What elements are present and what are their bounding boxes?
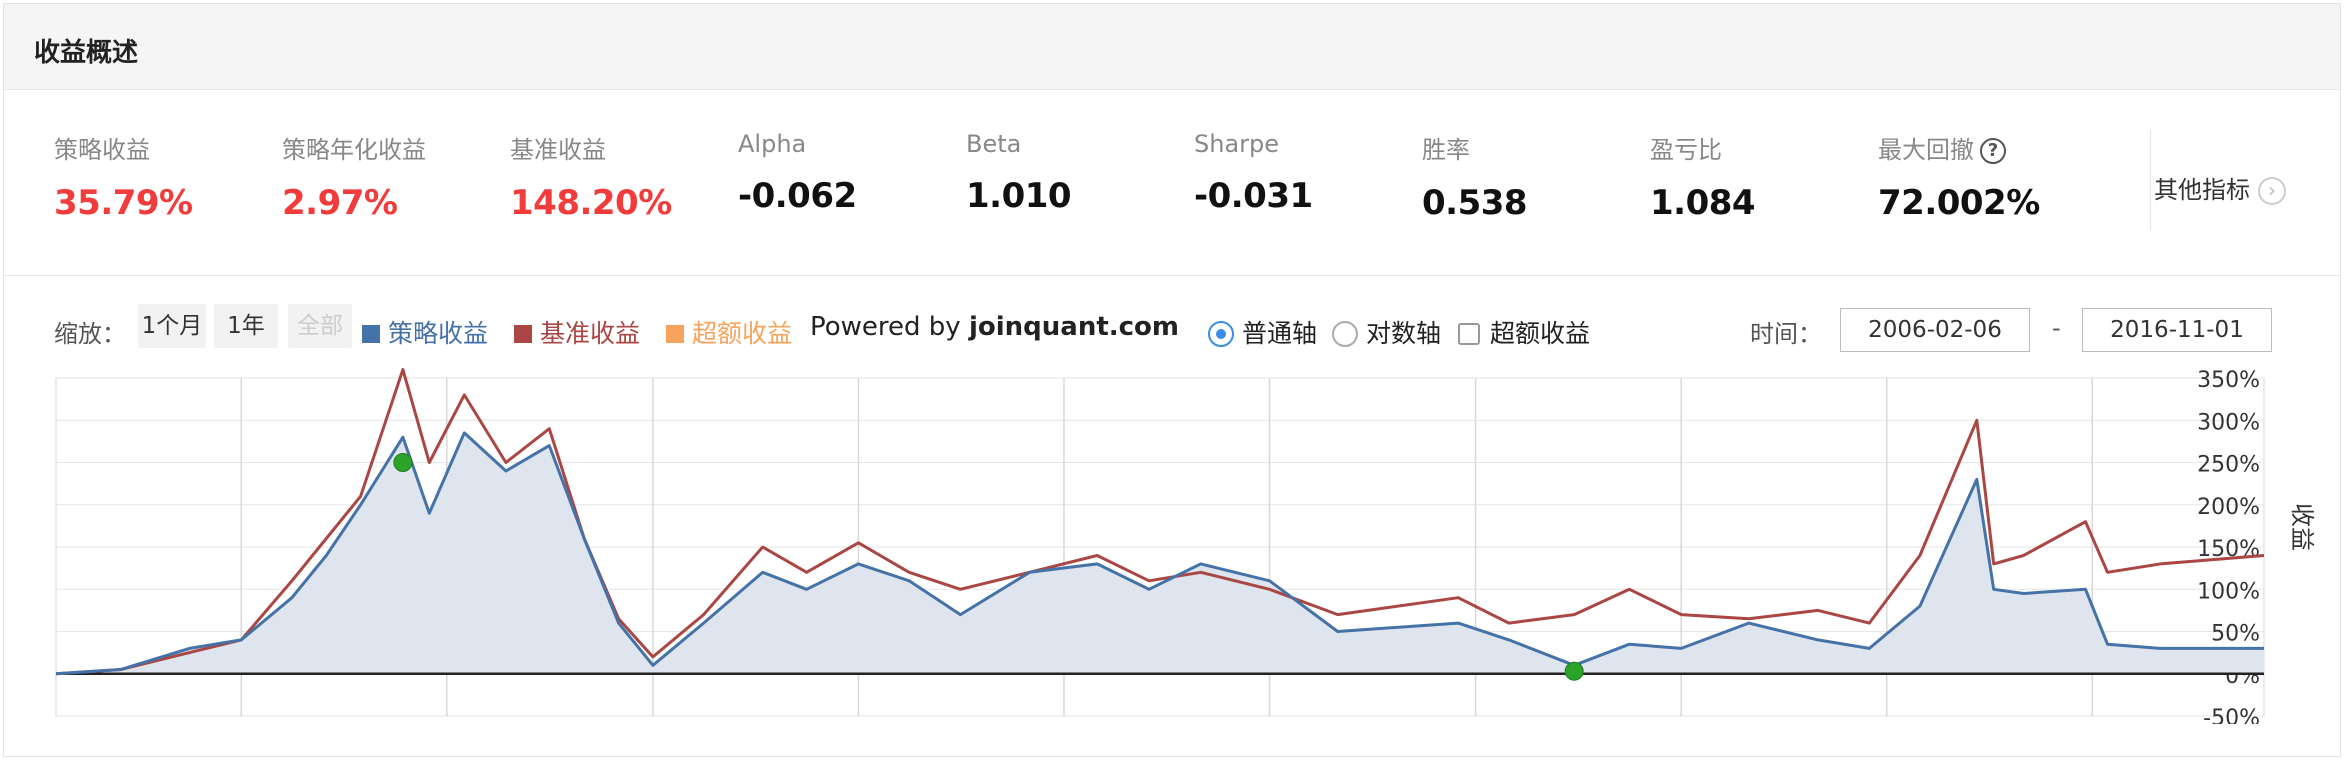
metric-label: Beta bbox=[966, 130, 1022, 158]
time-label: 时间： bbox=[1750, 320, 1822, 348]
metric-value: 148.20% bbox=[510, 183, 672, 223]
powered-by: Powered by joinquant.com bbox=[810, 312, 1179, 342]
y-tick-label: 200% bbox=[2197, 495, 2260, 520]
metric-value: 35.79% bbox=[54, 183, 193, 223]
metrics-bar: 策略收益 35.79% 策略年化收益 2.97% 基准收益 148.20% Al… bbox=[4, 90, 2340, 276]
metric-value: -0.031 bbox=[1194, 176, 1313, 216]
metric-value: 0.538 bbox=[1422, 183, 1528, 223]
metric-label: 胜率 bbox=[1422, 136, 1470, 164]
metric-annualized-return: 策略年化收益 2.97% bbox=[282, 130, 426, 223]
radio-unselected-icon[interactable] bbox=[1332, 321, 1358, 347]
metric-value: 1.010 bbox=[966, 176, 1072, 216]
metric-value: 72.002% bbox=[1878, 183, 2040, 223]
strategy-line bbox=[55, 431, 2264, 676]
date-from-input[interactable]: 2006-02-06 bbox=[1840, 308, 2030, 352]
metric-win-rate: 胜率 0.538 bbox=[1422, 130, 1528, 223]
y-axis-title: 收益 bbox=[2288, 503, 2316, 551]
normal-axis-radio[interactable]: 普通轴 bbox=[1208, 314, 1317, 350]
legend-label: 策略收益 bbox=[388, 319, 489, 348]
legend-swatch bbox=[666, 325, 684, 343]
metric-label: 策略收益 bbox=[54, 136, 150, 164]
legend-label: 基准收益 bbox=[540, 319, 641, 348]
metric-beta: Beta 1.010 bbox=[966, 130, 1072, 216]
metric-label-text: 最大回撤 bbox=[1878, 136, 1974, 164]
zoom-label: 缩放： bbox=[54, 320, 126, 348]
date-separator: - bbox=[2052, 314, 2061, 342]
question-circle-icon[interactable]: ? bbox=[1980, 138, 2006, 164]
zoom-all-button[interactable]: 全部 bbox=[288, 304, 352, 348]
legend-excess-return[interactable]: 超额收益 bbox=[666, 314, 792, 350]
date-to-input[interactable]: 2016-11-01 bbox=[2082, 308, 2272, 352]
panel-title: 收益概述 bbox=[34, 38, 139, 68]
other-metrics-label: 其他指标 bbox=[2154, 176, 2250, 204]
legend-strategy-return[interactable]: 策略收益 bbox=[362, 314, 488, 350]
y-tick-label: 100% bbox=[2197, 579, 2260, 604]
metric-sharpe: Sharpe -0.031 bbox=[1194, 130, 1313, 216]
other-metrics-button[interactable]: 其他指标 › bbox=[2154, 170, 2286, 205]
checkbox-label: 超额收益 bbox=[1490, 319, 1591, 348]
panel-header: 收益概述 bbox=[4, 4, 2340, 90]
radio-selected-icon[interactable] bbox=[1208, 321, 1234, 347]
chart-toolbar: 缩放： 1个月 1年 全部 策略收益 基准收益 超额收益 Powered by … bbox=[4, 304, 2340, 352]
returns-overview-panel: 收益概述 策略收益 35.79% 策略年化收益 2.97% 基准收益 148.2… bbox=[3, 3, 2341, 757]
metric-value: 2.97% bbox=[282, 183, 398, 223]
zoom-1-year-button[interactable]: 1年 bbox=[214, 304, 278, 348]
metric-benchmark-return: 基准收益 148.20% bbox=[510, 130, 672, 223]
metric-label: 基准收益 bbox=[510, 136, 606, 164]
powered-site: joinquant.com bbox=[968, 312, 1180, 342]
metric-strategy-return: 策略收益 35.79% bbox=[54, 130, 193, 223]
divider bbox=[2150, 130, 2151, 230]
legend-swatch bbox=[362, 325, 380, 343]
metric-value: -0.062 bbox=[738, 176, 857, 216]
legend-swatch bbox=[514, 325, 532, 343]
y-tick-label: 50% bbox=[2211, 622, 2260, 647]
strategy-area bbox=[56, 432, 2264, 674]
y-tick-label: -50% bbox=[2203, 706, 2260, 724]
radio-label: 普通轴 bbox=[1242, 319, 1318, 348]
y-tick-label: 350% bbox=[2197, 368, 2260, 393]
radio-label: 对数轴 bbox=[1366, 319, 1442, 348]
metric-alpha: Alpha -0.062 bbox=[738, 130, 857, 216]
metric-max-drawdown: 最大回撤? 72.002% bbox=[1878, 130, 2040, 223]
log-axis-radio[interactable]: 对数轴 bbox=[1332, 314, 1441, 350]
metric-label: 盈亏比 bbox=[1650, 136, 1722, 164]
excess-return-checkbox[interactable]: 超额收益 bbox=[1458, 314, 1590, 350]
chevron-right-icon: › bbox=[2258, 177, 2286, 205]
drawdown-marker bbox=[393, 453, 413, 472]
powered-prefix: Powered by bbox=[810, 312, 969, 342]
returns-line-chart[interactable]: -50%0%50%100%150%200%250%300%350%收益 bbox=[4, 364, 2342, 724]
y-tick-label: 300% bbox=[2197, 410, 2260, 435]
zoom-1-month-button[interactable]: 1个月 bbox=[138, 304, 206, 348]
legend-benchmark-return[interactable]: 基准收益 bbox=[514, 314, 640, 350]
legend-label: 超额收益 bbox=[692, 319, 793, 348]
metric-label: Alpha bbox=[738, 130, 807, 158]
checkbox-icon[interactable] bbox=[1458, 323, 1480, 345]
drawdown-marker bbox=[1564, 661, 1584, 681]
metric-profit-loss-ratio: 盈亏比 1.084 bbox=[1650, 130, 1756, 223]
metric-label: Sharpe bbox=[1194, 130, 1280, 158]
metric-label: 策略年化收益 bbox=[282, 136, 426, 164]
metric-label: 最大回撤? bbox=[1878, 130, 2040, 165]
y-tick-label: 250% bbox=[2197, 453, 2260, 478]
metric-value: 1.084 bbox=[1650, 183, 1756, 223]
